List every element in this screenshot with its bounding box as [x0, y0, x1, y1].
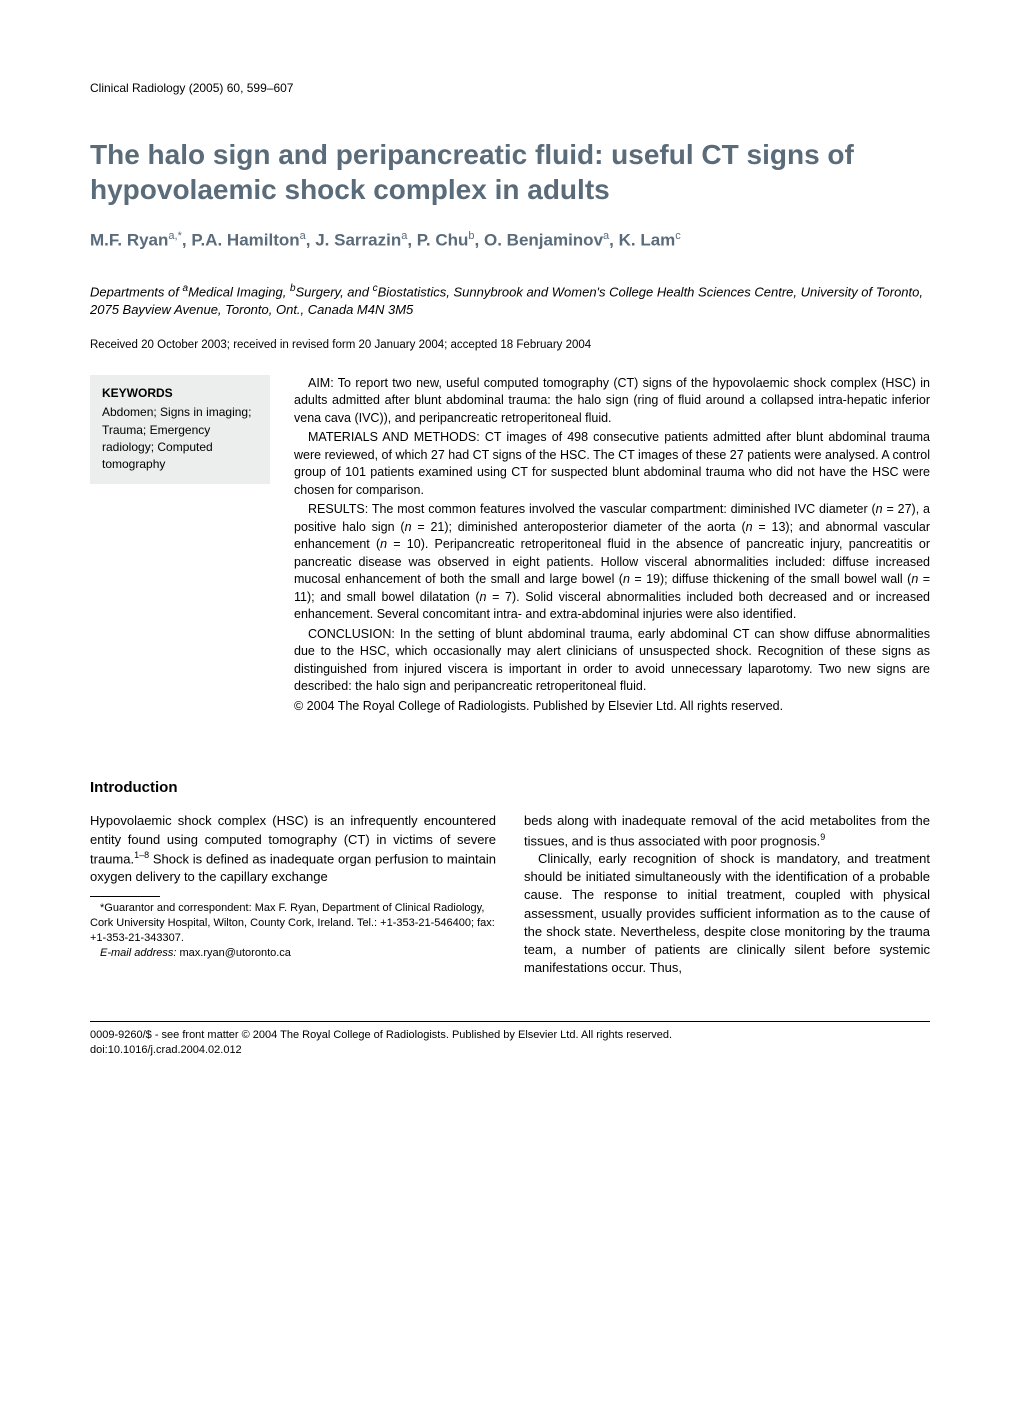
footnote-rule: [90, 896, 160, 897]
body-p2: beds along with inadequate removal of th…: [524, 812, 930, 850]
footer-text: 0009-9260/$ - see front matter © 2004 Th…: [90, 1028, 930, 1058]
email-label: E-mail address:: [100, 947, 176, 959]
abstract-copyright: © 2004 The Royal College of Radiologists…: [294, 698, 930, 716]
abstract-aim: AIM: To report two new, useful computed …: [294, 375, 930, 428]
affiliations: Departments of aMedical Imaging, bSurger…: [90, 282, 930, 318]
article-title: The halo sign and peripancreatic fluid: …: [90, 137, 930, 207]
body-columns: Hypovolaemic shock complex (HSC) is an i…: [90, 812, 930, 977]
footer-line2: doi:10.1016/j.crad.2004.02.012: [90, 1043, 930, 1058]
abstract-results: RESULTS: The most common features involv…: [294, 501, 930, 624]
abstract-methods: MATERIALS AND METHODS: CT images of 498 …: [294, 429, 930, 499]
keywords-box: KEYWORDS Abdomen; Signs in imaging; Trau…: [90, 375, 270, 484]
section-heading-introduction: Introduction: [90, 777, 930, 798]
email-address: max.ryan@utoronto.ca: [179, 947, 290, 959]
journal-reference: Clinical Radiology (2005) 60, 599–607: [90, 80, 930, 97]
body-p3: Clinically, early recognition of shock i…: [524, 850, 930, 977]
footer-line1: 0009-9260/$ - see front matter © 2004 Th…: [90, 1028, 930, 1043]
abstract-text: AIM: To report two new, useful computed …: [294, 375, 930, 718]
footer-rule: [90, 1021, 930, 1022]
manuscript-dates: Received 20 October 2003; received in re…: [90, 337, 930, 353]
abstract-conclusion: CONCLUSION: In the setting of blunt abdo…: [294, 626, 930, 696]
body-p1: Hypovolaemic shock complex (HSC) is an i…: [90, 812, 496, 886]
keywords-heading: KEYWORDS: [102, 385, 258, 402]
footnote-text: *Guarantor and correspondent: Max F. Rya…: [90, 902, 495, 944]
keywords-text: Abdomen; Signs in imaging; Trauma; Emerg…: [102, 404, 258, 474]
abstract-block: KEYWORDS Abdomen; Signs in imaging; Trau…: [90, 375, 930, 718]
author-list: M.F. Ryana,*, P.A. Hamiltona, J. Sarrazi…: [90, 229, 930, 253]
corresponding-author-footnote: *Guarantor and correspondent: Max F. Rya…: [90, 901, 496, 960]
